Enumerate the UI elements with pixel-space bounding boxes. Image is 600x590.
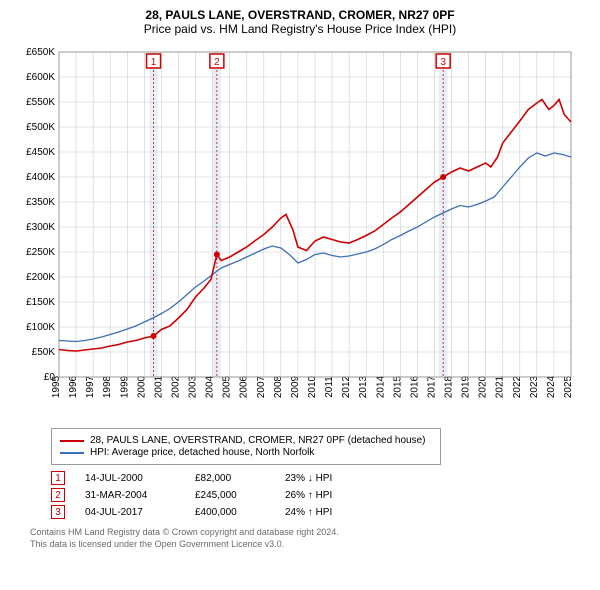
transaction-marker: 2 (51, 488, 65, 502)
svg-text:£400K: £400K (26, 172, 55, 183)
svg-text:2008: 2008 (273, 375, 284, 398)
svg-text:2004: 2004 (205, 375, 216, 398)
page-title: 28, PAULS LANE, OVERSTRAND, CROMER, NR27… (15, 8, 585, 22)
svg-text:£550K: £550K (26, 97, 55, 108)
svg-text:2016: 2016 (409, 375, 420, 398)
svg-text:£500K: £500K (26, 122, 55, 133)
legend-label: HPI: Average price, detached house, Nort… (90, 447, 314, 458)
page-subtitle: Price paid vs. HM Land Registry's House … (15, 22, 585, 36)
svg-text:2007: 2007 (256, 375, 267, 398)
svg-text:2009: 2009 (290, 375, 301, 398)
svg-text:£50K: £50K (32, 347, 56, 358)
svg-text:1999: 1999 (119, 375, 130, 398)
svg-text:2014: 2014 (375, 375, 386, 398)
footer-line: This data is licensed under the Open Gov… (30, 539, 585, 551)
svg-text:2024: 2024 (546, 375, 557, 398)
legend-label: 28, PAULS LANE, OVERSTRAND, CROMER, NR27… (90, 435, 426, 446)
svg-text:2012: 2012 (341, 375, 352, 398)
svg-text:£150K: £150K (26, 297, 55, 308)
svg-text:2019: 2019 (461, 375, 472, 398)
chart: £0£50K£100K£150K£200K£250K£300K£350K£400… (23, 42, 583, 422)
svg-text:1: 1 (151, 57, 157, 68)
transaction-delta: 23% ↓ HPI (285, 473, 332, 484)
transactions-table: 1 14-JUL-2000 £82,000 23% ↓ HPI 2 31-MAR-2004… (51, 471, 585, 519)
svg-text:£350K: £350K (26, 197, 55, 208)
svg-text:2003: 2003 (188, 375, 199, 398)
legend-swatch-price (60, 440, 84, 442)
footer-line: Contains HM Land Registry data © Crown c… (30, 527, 585, 539)
svg-text:2002: 2002 (170, 375, 181, 398)
transaction-price: £245,000 (195, 490, 265, 501)
svg-text:2013: 2013 (358, 375, 369, 398)
svg-text:2: 2 (214, 57, 220, 68)
legend-swatch-hpi (60, 452, 84, 454)
legend-row: HPI: Average price, detached house, Nort… (60, 447, 432, 458)
svg-text:2001: 2001 (153, 375, 164, 398)
svg-text:2023: 2023 (529, 375, 540, 398)
transaction-row: 2 31-MAR-2004 £245,000 26% ↑ HPI (51, 488, 585, 502)
transaction-date: 31-MAR-2004 (85, 490, 175, 501)
transaction-marker: 3 (51, 505, 65, 519)
svg-text:2025: 2025 (563, 375, 574, 398)
svg-text:2011: 2011 (324, 376, 335, 398)
transaction-date: 14-JUL-2000 (85, 473, 175, 484)
svg-text:2005: 2005 (222, 375, 233, 398)
svg-text:2018: 2018 (444, 375, 455, 398)
transaction-price: £82,000 (195, 473, 265, 484)
svg-text:1995: 1995 (51, 375, 62, 398)
svg-text:2010: 2010 (307, 375, 318, 398)
transaction-row: 1 14-JUL-2000 £82,000 23% ↓ HPI (51, 471, 585, 485)
transaction-delta: 26% ↑ HPI (285, 490, 332, 501)
svg-text:1996: 1996 (68, 375, 79, 398)
legend: 28, PAULS LANE, OVERSTRAND, CROMER, NR27… (51, 428, 441, 465)
svg-text:£200K: £200K (26, 272, 55, 283)
svg-text:2006: 2006 (239, 375, 250, 398)
transaction-row: 3 04-JUL-2017 £400,000 24% ↑ HPI (51, 505, 585, 519)
svg-text:2020: 2020 (478, 375, 489, 398)
svg-text:£300K: £300K (26, 222, 55, 233)
svg-text:1997: 1997 (85, 375, 96, 398)
footer: Contains HM Land Registry data © Crown c… (30, 527, 585, 550)
svg-text:£600K: £600K (26, 72, 55, 83)
svg-text:2000: 2000 (136, 375, 147, 398)
svg-text:£450K: £450K (26, 147, 55, 158)
svg-text:2022: 2022 (512, 375, 523, 398)
legend-row: 28, PAULS LANE, OVERSTRAND, CROMER, NR27… (60, 435, 432, 446)
svg-text:2021: 2021 (495, 375, 506, 398)
svg-text:1998: 1998 (102, 375, 113, 398)
svg-text:£250K: £250K (26, 247, 55, 258)
transaction-date: 04-JUL-2017 (85, 507, 175, 518)
svg-text:2017: 2017 (426, 375, 437, 398)
svg-text:£100K: £100K (26, 322, 55, 333)
svg-text:2015: 2015 (392, 375, 403, 398)
transaction-price: £400,000 (195, 507, 265, 518)
transaction-delta: 24% ↑ HPI (285, 507, 332, 518)
svg-text:£650K: £650K (26, 47, 55, 58)
transaction-marker: 1 (51, 471, 65, 485)
chart-svg: £0£50K£100K£150K£200K£250K£300K£350K£400… (23, 42, 583, 422)
svg-text:3: 3 (440, 57, 446, 68)
